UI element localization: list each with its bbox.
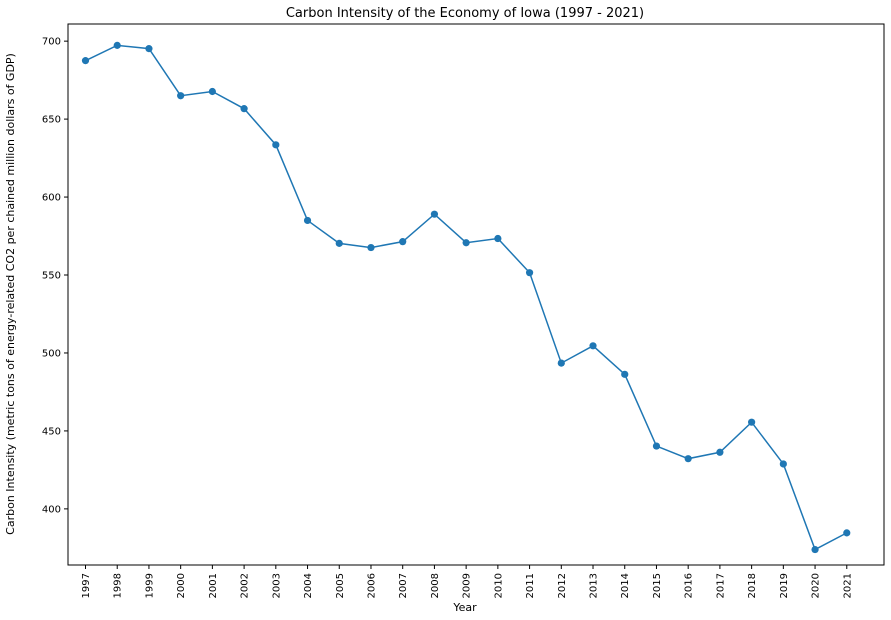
- x-tick-label: 2019: [779, 573, 790, 598]
- x-tick-label: 2007: [398, 573, 409, 598]
- data-point: [335, 239, 343, 247]
- data-point: [684, 455, 692, 463]
- x-tick-label: 2018: [747, 573, 758, 598]
- y-tick-label: 450: [42, 426, 61, 437]
- data-point: [843, 529, 851, 537]
- data-point: [716, 448, 724, 456]
- series-line: [85, 44, 848, 551]
- data-point: [652, 442, 661, 450]
- y-tick-label: 550: [42, 271, 61, 282]
- x-tick-label: 1997: [81, 573, 92, 598]
- data-point: [494, 234, 502, 243]
- data-point: [811, 545, 819, 554]
- x-tick-label: 2017: [715, 573, 726, 598]
- y-tick-label: 600: [42, 193, 61, 204]
- data-point: [208, 87, 216, 96]
- data-point: [240, 105, 248, 113]
- data-point: [748, 418, 756, 426]
- x-tick-label: 2000: [176, 573, 187, 598]
- x-tick-label: 1999: [144, 573, 155, 598]
- data-point: [177, 92, 185, 100]
- data-point: [779, 460, 787, 468]
- data-point: [367, 243, 375, 252]
- x-tick-label: 2011: [525, 573, 536, 598]
- x-tick-label: 2006: [366, 573, 377, 598]
- data-point: [272, 141, 280, 149]
- x-tick-label: 2012: [557, 573, 568, 598]
- data-point: [462, 239, 470, 247]
- data-point: [525, 269, 534, 277]
- x-tick-label: 2021: [842, 573, 853, 598]
- x-tick-label: 2001: [208, 573, 219, 598]
- data-point: [589, 342, 597, 350]
- x-tick-label: 2009: [462, 573, 473, 598]
- y-tick-label: 400: [42, 504, 61, 515]
- series-group: [81, 41, 851, 554]
- y-tick-label: 650: [42, 115, 61, 126]
- x-tick-label: 1998: [113, 573, 124, 598]
- data-point: [430, 210, 439, 218]
- data-point: [145, 45, 153, 53]
- data-point: [81, 57, 90, 65]
- x-tick-label: 2010: [493, 573, 504, 598]
- y-tick-label: 700: [42, 37, 61, 48]
- x-tick-label: 2003: [271, 573, 282, 598]
- x-tick-label: 2004: [303, 573, 314, 598]
- data-point: [113, 41, 121, 49]
- y-tick-label: 500: [42, 348, 61, 359]
- y-axis: 400 450 500 550 600 650 700: [42, 37, 68, 515]
- x-tick-label: 2005: [335, 573, 346, 598]
- x-tick-label: 2015: [652, 573, 663, 598]
- data-point: [303, 216, 312, 225]
- y-axis-label: Carbon Intensity (metric tons of energy-…: [4, 53, 17, 535]
- x-tick-label: 2002: [240, 573, 251, 598]
- plot-area: [67, 23, 885, 566]
- chart-title: Carbon Intensity of the Economy of Iowa …: [286, 6, 644, 21]
- x-tick-label: 2016: [684, 573, 695, 598]
- x-tick-label: 2008: [430, 573, 441, 598]
- data-point: [399, 238, 407, 246]
- x-axis: 1997 1998 1999 2000 2001 2002 2003 2004 2005 2006…: [81, 565, 853, 598]
- x-tick-label: 2020: [811, 573, 822, 598]
- data-point: [621, 370, 629, 378]
- x-axis-label: Year: [452, 601, 477, 614]
- data-point: [557, 359, 565, 367]
- x-tick-label: 2013: [589, 573, 600, 598]
- x-tick-label: 2014: [620, 573, 631, 598]
